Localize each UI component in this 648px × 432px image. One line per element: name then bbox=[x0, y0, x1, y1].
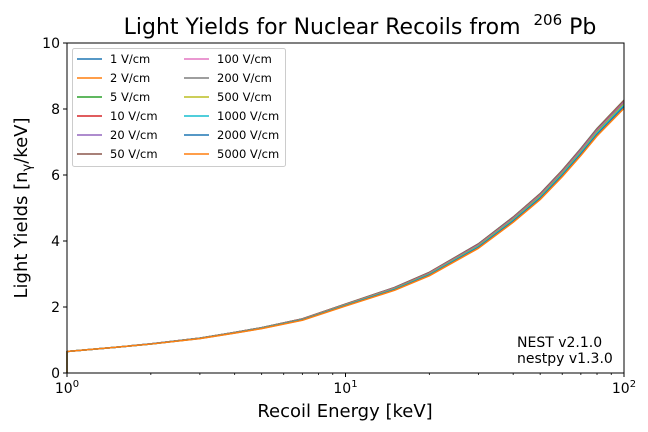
legend-label: 10 V/cm bbox=[110, 109, 158, 123]
y-tick-label: 10 bbox=[42, 36, 60, 52]
legend-label: 2 V/cm bbox=[110, 71, 150, 85]
y-axis-label-sub: γ bbox=[20, 163, 35, 171]
y-axis-label-tail: /keV] bbox=[11, 118, 32, 164]
x-tick-label: 100 bbox=[55, 379, 79, 397]
legend-label: 500 V/cm bbox=[217, 90, 272, 104]
y-tick-label: 0 bbox=[51, 366, 60, 382]
x-axis-label: Recoil Energy [keV] bbox=[257, 401, 432, 422]
y-axis-label: Light Yields [nγ/keV] bbox=[11, 118, 35, 299]
legend: 1 V/cm 2 V/cm 5 V/cm 10 V/cm 20 V/cm 50 V/cm 1… bbox=[72, 48, 286, 167]
legend-frame bbox=[72, 48, 286, 167]
y-tick-label: 8 bbox=[51, 102, 60, 118]
y-axis-label-main: Light Yields [n bbox=[11, 171, 32, 298]
y-tick-label: 2 bbox=[51, 300, 60, 316]
legend-label: 200 V/cm bbox=[217, 71, 272, 85]
legend-label: 100 V/cm bbox=[217, 52, 272, 66]
x-tick-label: 102 bbox=[612, 379, 636, 397]
chart-title-main: Light Yields for Nuclear Recoils from bbox=[124, 15, 521, 40]
legend-label: 50 V/cm bbox=[110, 147, 158, 161]
legend-label: 2000 V/cm bbox=[217, 128, 279, 142]
y-tick-label: 4 bbox=[51, 234, 60, 250]
series-line-5000-v-cm bbox=[66, 107, 625, 373]
legend-label: 5 V/cm bbox=[110, 90, 150, 104]
y-axis-ticks: 0 2 4 6 8 10 bbox=[42, 36, 67, 382]
chart-title: Light Yields for Nuclear Recoils from 20… bbox=[124, 6, 597, 40]
legend-label: 20 V/cm bbox=[110, 128, 158, 142]
legend-label: 5000 V/cm bbox=[217, 147, 279, 161]
chart-title-isotope-mass: 206 bbox=[534, 11, 563, 29]
x-axis-ticks: 100 101 102 bbox=[55, 373, 636, 397]
version-annotation-nest: NEST v2.1.0 bbox=[517, 335, 602, 351]
version-annotation-nestpy: nestpy v1.3.0 bbox=[517, 351, 613, 367]
legend-label: 1000 V/cm bbox=[217, 109, 279, 123]
chart-title-element: Pb bbox=[569, 15, 596, 40]
y-tick-label: 6 bbox=[51, 168, 60, 184]
legend-label: 1 V/cm bbox=[110, 52, 150, 66]
x-tick-label: 101 bbox=[333, 379, 357, 397]
plot-lines bbox=[66, 99, 625, 373]
